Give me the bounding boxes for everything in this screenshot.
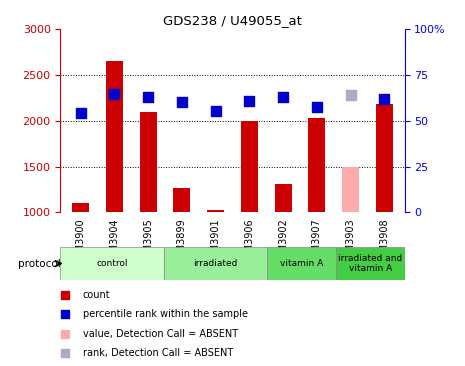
Bar: [336, 247, 405, 280]
Bar: [376, 104, 393, 212]
Title: GDS238 / U49055_at: GDS238 / U49055_at: [163, 14, 302, 27]
Point: [77, 110, 85, 116]
Point: [380, 96, 388, 102]
Point: [61, 330, 69, 336]
Bar: [275, 184, 292, 212]
Point: [178, 98, 186, 105]
Text: vitamin A: vitamin A: [279, 259, 323, 268]
Bar: [72, 203, 89, 212]
Text: protocol: protocol: [18, 258, 60, 269]
Text: irradiated: irradiated: [193, 259, 238, 268]
Text: count: count: [83, 290, 111, 300]
Point: [111, 92, 118, 97]
Bar: [60, 247, 164, 280]
Point: [145, 94, 152, 100]
Bar: [106, 61, 123, 212]
Bar: [267, 247, 336, 280]
Text: irradiated and
vitamin A: irradiated and vitamin A: [338, 254, 402, 273]
Point: [61, 292, 69, 298]
Point: [61, 350, 69, 356]
Point: [246, 98, 253, 104]
Bar: [207, 209, 224, 212]
Point: [313, 104, 320, 109]
Bar: [241, 121, 258, 212]
Bar: [140, 112, 157, 212]
Text: value, Detection Call = ABSENT: value, Detection Call = ABSENT: [83, 329, 238, 339]
Bar: [173, 188, 190, 212]
Point: [347, 92, 354, 98]
Text: rank, Detection Call = ABSENT: rank, Detection Call = ABSENT: [83, 348, 233, 358]
Text: control: control: [96, 259, 128, 268]
Bar: [308, 118, 326, 212]
Text: percentile rank within the sample: percentile rank within the sample: [83, 309, 248, 319]
Bar: [342, 167, 359, 212]
Point: [212, 108, 219, 114]
Point: [61, 311, 69, 317]
Bar: [164, 247, 267, 280]
Point: [279, 94, 287, 100]
